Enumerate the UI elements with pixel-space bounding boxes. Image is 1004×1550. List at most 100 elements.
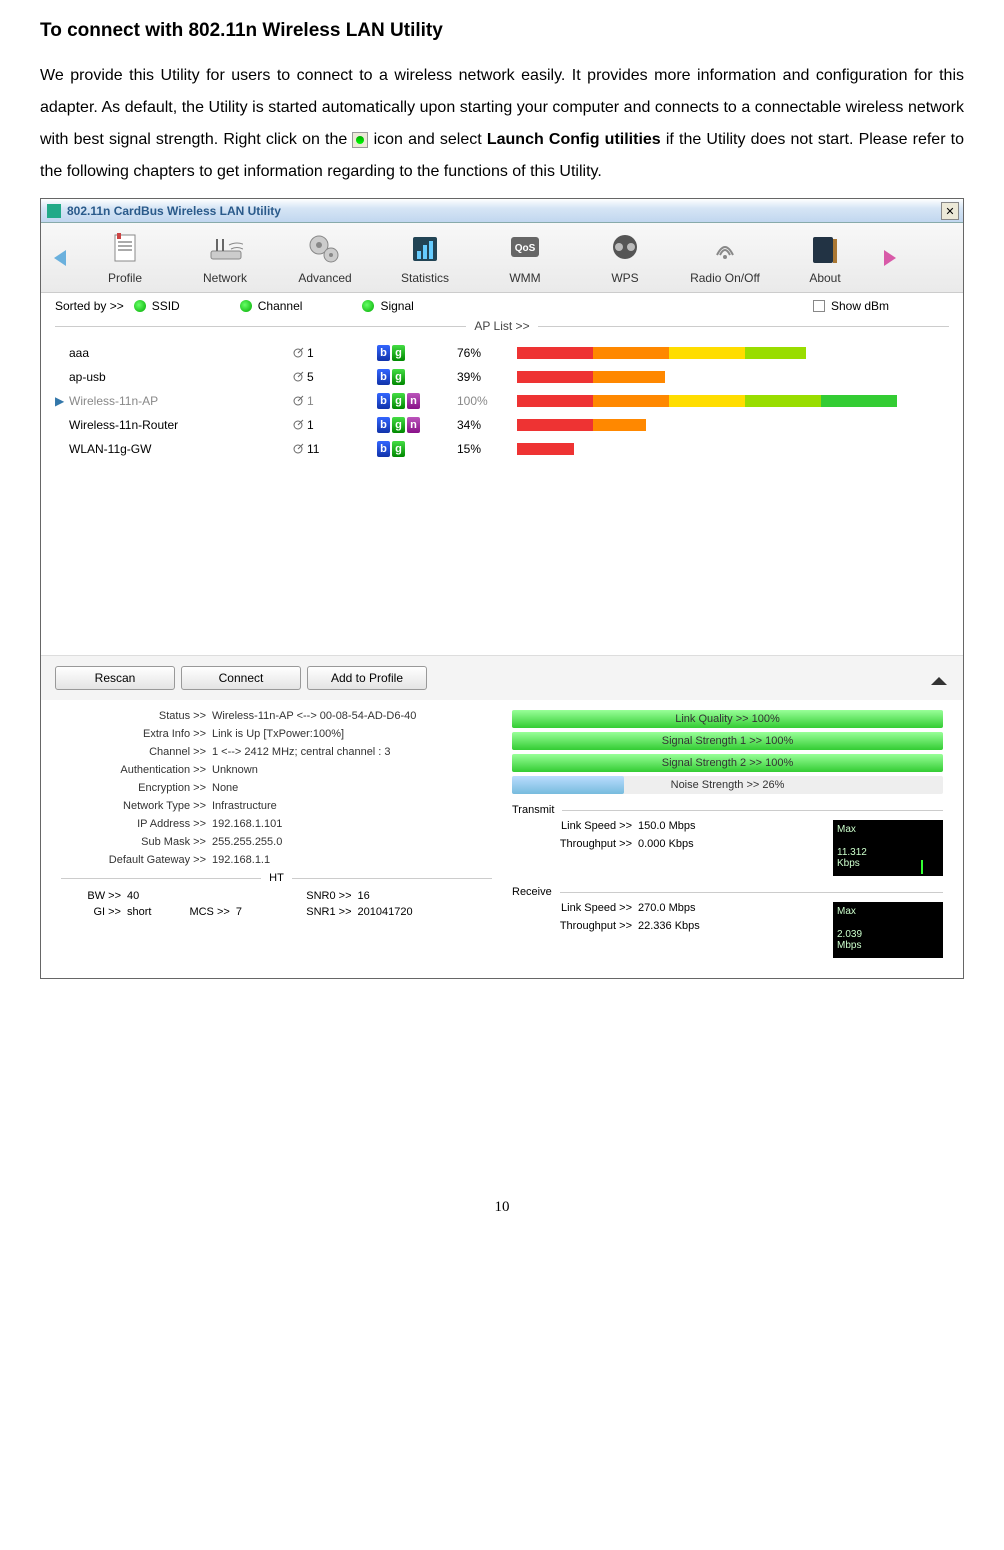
show-dbm-checkbox[interactable]: Show dBm — [813, 299, 889, 313]
action-buttons: Rescan Connect Add to Profile — [41, 655, 963, 700]
quality-bar: Signal Strength 2 >> 100% — [512, 754, 943, 772]
toolbar-statistics[interactable]: Statistics — [375, 231, 475, 285]
para-text-2: icon and select — [374, 131, 487, 148]
window-title: 802.11n CardBus Wireless LAN Utility — [67, 204, 281, 218]
channel-icon — [289, 370, 307, 384]
ap-row[interactable]: ap-usb5bg39% — [55, 365, 949, 389]
mcs-v: 7 — [236, 906, 242, 918]
snr1-k: SNR1 >> — [292, 906, 352, 918]
tx-throughput-k: Throughput >> — [512, 838, 632, 850]
close-button[interactable]: ✕ — [941, 202, 959, 220]
signal-bar — [517, 371, 897, 383]
ap-list: aaa1bg76%ap-usb5bg39%▶Wireless-11n-AP1bg… — [41, 341, 963, 465]
quality-bar-text: Signal Strength 1 >> 100% — [662, 735, 793, 747]
mode-badges: bgn — [377, 417, 457, 433]
snr0-k: SNR0 >> — [292, 890, 352, 902]
rx-chart: Max 2.039 Mbps — [833, 902, 943, 958]
gw-v: 192.168.1.1 — [212, 854, 270, 866]
toolbar-advanced[interactable]: Advanced — [275, 231, 375, 285]
quality-bar: Link Quality >> 100% — [512, 710, 943, 728]
tx-max-unit: Kbps — [837, 858, 939, 869]
collapse-handle[interactable] — [929, 675, 949, 690]
rx-max-label: Max — [837, 906, 939, 917]
toolbar-prev-arrow[interactable] — [45, 246, 75, 270]
aplist-divider: AP List >> — [41, 319, 963, 341]
rx-linkspeed-k: Link Speed >> — [512, 902, 632, 914]
mode-badge-n: n — [407, 393, 420, 409]
sort-signal-label: Signal — [380, 299, 413, 313]
page-number: 10 — [40, 1199, 964, 1216]
checkbox-icon — [813, 300, 825, 312]
advanced-icon — [307, 231, 343, 267]
nettype-v: Infrastructure — [212, 800, 277, 812]
tx-max-val: 11.312 — [837, 847, 939, 858]
mode-badge-g: g — [392, 417, 405, 433]
quality-bar-text: Signal Strength 2 >> 100% — [662, 757, 793, 769]
mode-badge-g: g — [392, 369, 405, 385]
ap-ssid: Wireless-11n-AP — [69, 394, 289, 408]
ap-channel: 11 — [307, 442, 377, 456]
ap-ssid: WLAN-11g-GW — [69, 442, 289, 456]
sort-signal[interactable]: Signal — [362, 299, 413, 313]
status-k: Status >> — [61, 710, 206, 722]
sort-by-label: Sorted by >> — [55, 299, 124, 313]
toolbar-wmm[interactable]: QoS WMM — [475, 231, 575, 285]
channel-icon — [289, 346, 307, 360]
radio-dot-icon — [362, 300, 374, 312]
toolbar-about[interactable]: About — [775, 231, 875, 285]
auth-k: Authentication >> — [61, 764, 206, 776]
profile-icon — [107, 231, 143, 267]
ap-ssid: Wireless-11n-Router — [69, 418, 289, 432]
signal-bar — [517, 395, 897, 407]
toolbar-wps-label: WPS — [611, 271, 638, 285]
svg-text:QoS: QoS — [515, 243, 536, 254]
ap-row[interactable]: ▶Wireless-11n-AP1bgn100% — [55, 389, 949, 413]
ap-signal-pct: 100% — [457, 394, 517, 408]
status-v: Wireless-11n-AP <--> 00-08-54-AD-D6-40 — [212, 710, 416, 722]
connect-button[interactable]: Connect — [181, 666, 301, 690]
toolbar-network[interactable]: Network — [175, 231, 275, 285]
rescan-button[interactable]: Rescan — [55, 666, 175, 690]
ap-row[interactable]: Wireless-11n-Router1bgn34% — [55, 413, 949, 437]
quality-bar-text: Link Quality >> 100% — [675, 713, 780, 725]
toolbar-profile-label: Profile — [108, 271, 142, 285]
toolbar-next-arrow[interactable] — [875, 246, 905, 270]
add-profile-button[interactable]: Add to Profile — [307, 666, 427, 690]
toolbar-profile[interactable]: Profile — [75, 231, 175, 285]
rx-throughput-k: Throughput >> — [512, 920, 632, 932]
mask-v: 255.255.255.0 — [212, 836, 282, 848]
signal-bar — [517, 419, 897, 431]
selection-marker-icon: ▶ — [55, 394, 69, 408]
gw-k: Default Gateway >> — [61, 854, 206, 866]
sort-channel-label: Channel — [258, 299, 303, 313]
receive-label: Receive — [512, 886, 552, 898]
mode-badge-b: b — [377, 441, 390, 457]
channel-icon — [289, 418, 307, 432]
ap-signal-pct: 34% — [457, 418, 517, 432]
ip-k: IP Address >> — [61, 818, 206, 830]
toolbar-network-label: Network — [203, 271, 247, 285]
auth-v: Unknown — [212, 764, 258, 776]
mode-badge-b: b — [377, 393, 390, 409]
ap-row[interactable]: WLAN-11g-GW11bg15% — [55, 437, 949, 461]
toolbar-wps[interactable]: WPS — [575, 231, 675, 285]
mode-badge-g: g — [392, 441, 405, 457]
mode-badges: bg — [377, 369, 457, 385]
ap-row[interactable]: aaa1bg76% — [55, 341, 949, 365]
toolbar-radio[interactable]: Radio On/Off — [675, 231, 775, 285]
mcs-k: MCS >> — [170, 906, 230, 918]
launch-config-bold: Launch Config utilities — [487, 131, 661, 148]
enc-v: None — [212, 782, 238, 794]
sort-channel[interactable]: Channel — [240, 299, 303, 313]
about-icon — [807, 231, 843, 267]
sort-ssid[interactable]: SSID — [134, 299, 180, 313]
bw-v: 40 — [127, 890, 139, 902]
status-panel: Status >> Wireless-11n-AP <--> 00-08-54-A… — [41, 700, 963, 978]
rx-max-val: 2.039 — [837, 929, 939, 940]
sort-ssid-label: SSID — [152, 299, 180, 313]
mode-badge-n: n — [407, 417, 420, 433]
tx-linkspeed-v: 150.0 Mbps — [638, 820, 695, 832]
nettype-k: Network Type >> — [61, 800, 206, 812]
section-heading: To connect with 802.11n Wireless LAN Uti… — [40, 20, 964, 42]
transmit-label: Transmit — [512, 804, 554, 816]
